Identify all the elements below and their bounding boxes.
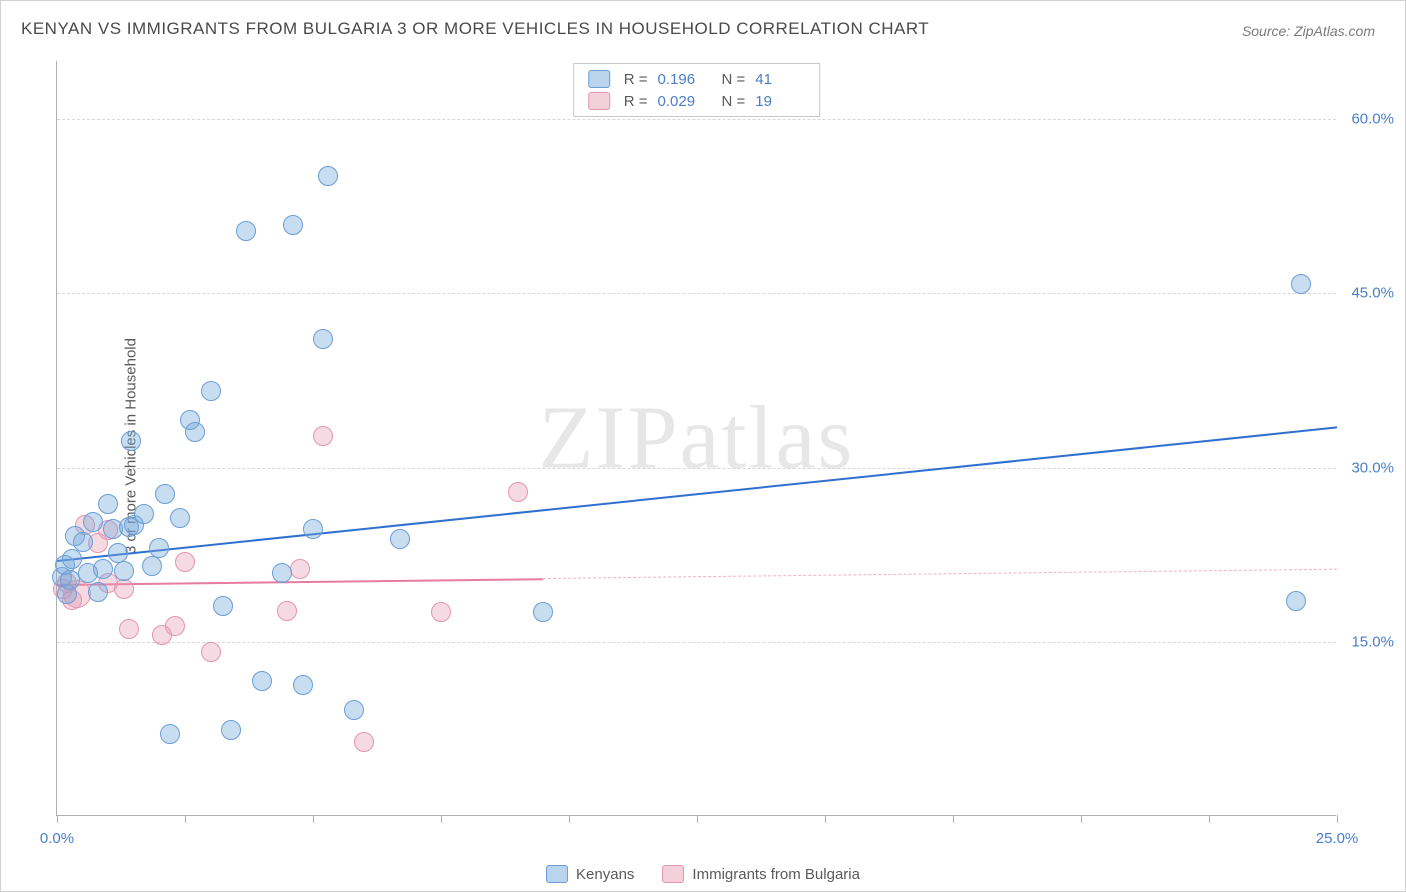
stat-r-pink: 0.029 xyxy=(658,93,708,110)
y-tick-label: 15.0% xyxy=(1342,633,1394,650)
stat-n-blue: 41 xyxy=(755,71,805,88)
data-point xyxy=(175,552,195,572)
x-tick xyxy=(569,815,570,823)
gridline xyxy=(57,293,1336,294)
data-point xyxy=(88,582,108,602)
data-point xyxy=(201,381,221,401)
swatch-blue-icon xyxy=(588,70,610,88)
legend-item-blue: Kenyans xyxy=(546,865,634,883)
stat-n-label: N = xyxy=(722,93,746,110)
data-point xyxy=(108,543,128,563)
data-point xyxy=(283,215,303,235)
data-point xyxy=(121,431,141,451)
data-point xyxy=(221,720,241,740)
data-point xyxy=(98,494,118,514)
swatch-pink-icon xyxy=(588,92,610,110)
data-point xyxy=(114,579,134,599)
stat-r-label: R = xyxy=(624,93,648,110)
x-tick xyxy=(1209,815,1210,823)
data-point xyxy=(313,426,333,446)
legend: Kenyans Immigrants from Bulgaria xyxy=(546,865,860,883)
x-tick xyxy=(1081,815,1082,823)
gridline xyxy=(57,119,1336,120)
stat-r-label: R = xyxy=(624,71,648,88)
data-point xyxy=(354,732,374,752)
data-point xyxy=(313,329,333,349)
data-point xyxy=(93,559,113,579)
plot-area: ZIPatlas R = 0.196 N = 41 R = 0.029 N = … xyxy=(56,61,1336,816)
y-tick-label: 45.0% xyxy=(1342,285,1394,302)
x-tick xyxy=(697,815,698,823)
x-tick xyxy=(57,815,58,823)
x-tick xyxy=(185,815,186,823)
watermark: ZIPatlas xyxy=(539,387,855,490)
data-point xyxy=(1286,591,1306,611)
data-point xyxy=(160,724,180,744)
legend-label-pink: Immigrants from Bulgaria xyxy=(692,866,860,883)
data-point xyxy=(149,538,169,558)
correlation-chart: KENYAN VS IMMIGRANTS FROM BULGARIA 3 OR … xyxy=(0,0,1406,892)
data-point xyxy=(83,512,103,532)
data-point xyxy=(134,504,154,524)
stats-row-pink: R = 0.029 N = 19 xyxy=(574,90,820,112)
data-point xyxy=(119,619,139,639)
data-point xyxy=(155,484,175,504)
stat-r-blue: 0.196 xyxy=(658,71,708,88)
data-point xyxy=(236,221,256,241)
y-tick-label: 30.0% xyxy=(1342,459,1394,476)
data-point xyxy=(303,519,323,539)
legend-item-pink: Immigrants from Bulgaria xyxy=(662,865,860,883)
stats-row-blue: R = 0.196 N = 41 xyxy=(574,68,820,90)
trend-line xyxy=(543,569,1337,579)
data-point xyxy=(114,561,134,581)
data-point xyxy=(533,602,553,622)
trend-line xyxy=(57,427,1337,563)
data-point xyxy=(185,422,205,442)
stat-n-pink: 19 xyxy=(755,93,805,110)
x-tick-label: 25.0% xyxy=(1316,830,1359,847)
watermark-text: ZIPatlas xyxy=(539,389,855,488)
data-point xyxy=(252,671,272,691)
gridline xyxy=(57,642,1336,643)
gridline xyxy=(57,468,1336,469)
x-tick xyxy=(441,815,442,823)
data-point xyxy=(170,508,190,528)
swatch-blue-icon xyxy=(546,865,568,883)
x-tick-label: 0.0% xyxy=(40,830,74,847)
data-point xyxy=(201,642,221,662)
data-point xyxy=(390,529,410,549)
x-tick xyxy=(825,815,826,823)
data-point xyxy=(293,675,313,695)
x-tick xyxy=(1337,815,1338,823)
x-tick xyxy=(953,815,954,823)
data-point xyxy=(73,532,93,552)
data-point xyxy=(431,602,451,622)
y-tick-label: 60.0% xyxy=(1342,111,1394,128)
data-point xyxy=(142,556,162,576)
stat-n-label: N = xyxy=(722,71,746,88)
x-tick xyxy=(313,815,314,823)
data-point xyxy=(277,601,297,621)
data-point xyxy=(213,596,233,616)
data-point xyxy=(290,559,310,579)
data-point xyxy=(318,166,338,186)
data-point xyxy=(344,700,364,720)
data-point xyxy=(272,563,292,583)
stats-box: R = 0.196 N = 41 R = 0.029 N = 19 xyxy=(573,63,821,117)
chart-title: KENYAN VS IMMIGRANTS FROM BULGARIA 3 OR … xyxy=(21,19,929,39)
source-label: Source: ZipAtlas.com xyxy=(1242,23,1375,39)
legend-label-blue: Kenyans xyxy=(576,866,634,883)
swatch-pink-icon xyxy=(662,865,684,883)
data-point xyxy=(1291,274,1311,294)
data-point xyxy=(508,482,528,502)
data-point xyxy=(165,616,185,636)
